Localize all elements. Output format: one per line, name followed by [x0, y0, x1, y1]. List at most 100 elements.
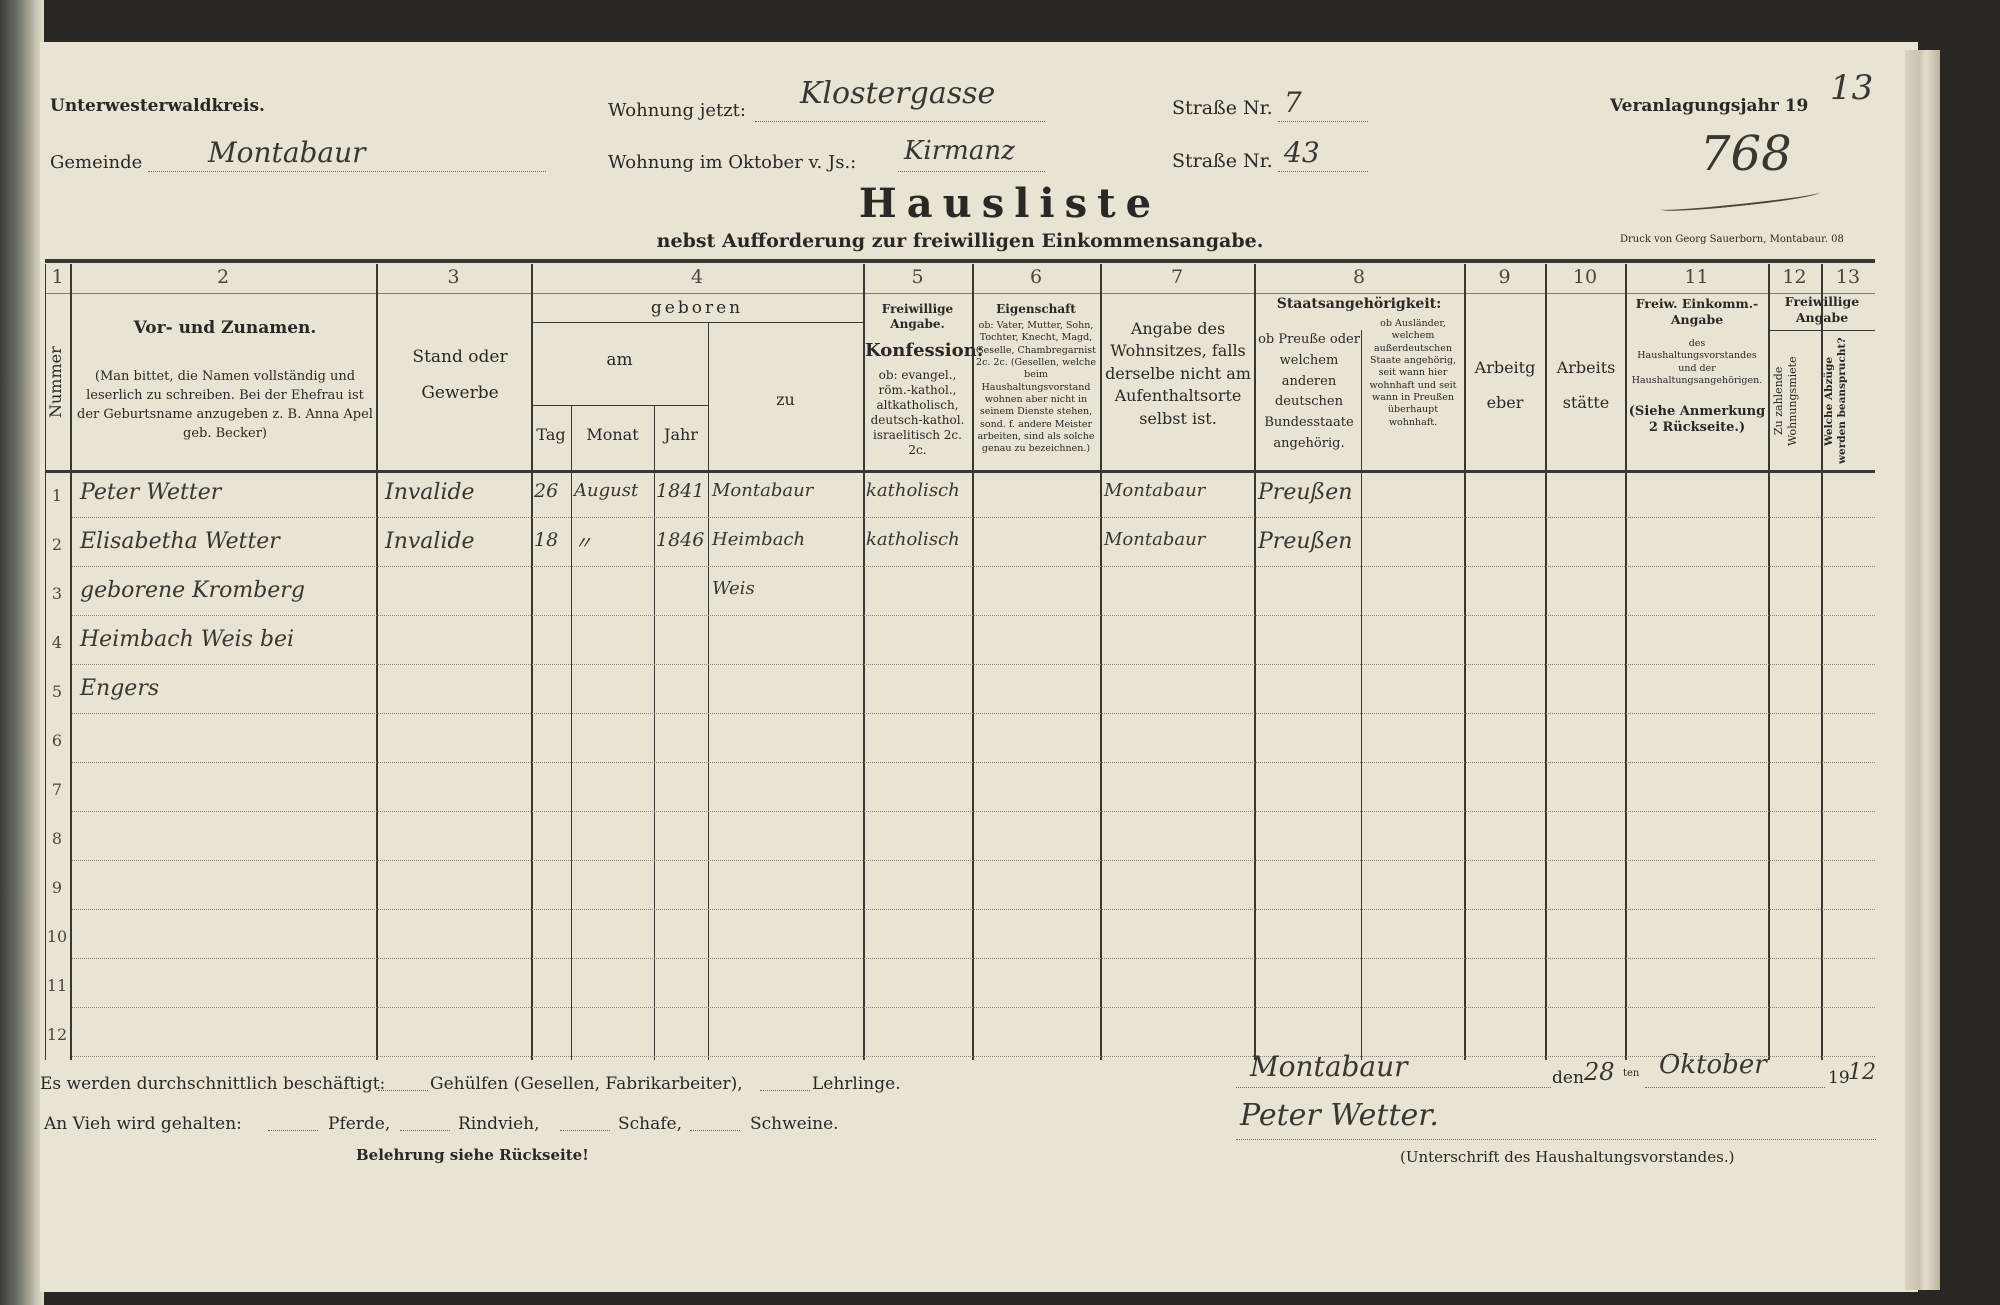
column-divider [972, 264, 974, 1060]
row-number: 3 [51, 584, 63, 603]
column-divider [376, 264, 378, 1060]
book-binding [0, 0, 44, 1305]
column-divider [708, 322, 709, 1060]
cell-name: Elisabetha Wetter [80, 529, 280, 554]
printer-note: Druck von Georg Sauerborn, Montabaur. 08 [1620, 234, 1844, 245]
column-divider [1464, 264, 1466, 1060]
cell-jahr: 1846 [656, 529, 705, 551]
document-page [40, 42, 1918, 1292]
column-number: 2 [216, 266, 230, 288]
header-miete: Zu zahlende Wohnungsmiete [1772, 356, 1799, 446]
header-geboren: geboren [650, 298, 744, 318]
cell-staat: Preußen [1258, 480, 1353, 505]
row-number: 8 [51, 829, 63, 848]
cell-ort: Montabaur [712, 480, 814, 501]
row-separator [72, 517, 1875, 518]
header-tag: Tag [536, 425, 566, 444]
header-freiwillige-title: Freiwillige Angabe [1784, 294, 1860, 325]
pferde-field[interactable] [268, 1130, 318, 1131]
wohnung-jetzt-label: Wohnung jetzt: [608, 100, 746, 121]
column-divider [1821, 264, 1823, 1060]
rindvieh-field[interactable] [400, 1130, 450, 1131]
pferde-label: Pferde, [328, 1114, 391, 1134]
header-wohnsitz: Angabe des Wohnsitzes, falls derselbe ni… [1105, 319, 1251, 428]
schafe-label: Schafe, [618, 1114, 683, 1134]
header-konfession-title: Freiwillige Angabe. [881, 302, 954, 331]
ten-label: ten [1623, 1068, 1640, 1079]
row-separator [72, 762, 1875, 763]
header-arbeitsstaette: Arbeitsstätte [1556, 358, 1616, 413]
row-number: 12 [46, 1025, 68, 1044]
row-separator [72, 713, 1875, 714]
rindvieh-label: Rindvieh, [458, 1114, 540, 1134]
column-number: 11 [1684, 266, 1709, 288]
gehuelfen-label: Gehülfen (Gesellen, Fabrikarbeiter), [430, 1074, 743, 1094]
strasse1-label: Straße Nr. [1172, 97, 1273, 119]
cell-name: Peter Wetter [80, 480, 222, 505]
column-number: 1 [51, 266, 64, 288]
header-zu: zu [776, 390, 795, 409]
header-nummer: Nummer [46, 346, 65, 419]
row-separator [72, 860, 1875, 861]
gehuelfen-field[interactable] [378, 1090, 428, 1091]
cell-monat: 〃 [574, 533, 592, 554]
wohnung-oktober-label: Wohnung im Oktober v. Js.: [608, 152, 857, 173]
beschaeftigt-label: Es werden durchschnittlich beschäftigt: [40, 1074, 386, 1094]
column-number-rule [45, 293, 1875, 294]
header-stand: Stand oder Gewerbe [412, 347, 508, 403]
row-separator [72, 958, 1875, 959]
page-edges [1905, 50, 1940, 1290]
column-divider [1625, 264, 1627, 1060]
header-staat-auslaender: ob Ausländer, welchem außerdeutschen Sta… [1369, 318, 1457, 428]
schweine-field[interactable] [690, 1130, 740, 1131]
column-number: 13 [1835, 266, 1861, 288]
freiwillige-rule [1768, 330, 1875, 331]
column-divider [1100, 264, 1102, 1060]
veranlagungsjahr-value: 13 [1830, 68, 1874, 108]
header-konfession: Konfession: [865, 340, 984, 361]
lehrlinge-field[interactable] [760, 1090, 810, 1091]
column-number: 12 [1782, 266, 1807, 288]
cell-stand: Invalide [385, 480, 475, 505]
wohnung-jetzt-value: Klostergasse [755, 76, 1045, 122]
row-number: 4 [51, 633, 63, 652]
row-number: 2 [51, 535, 63, 554]
header-names-note: (Man bittet, die Namen vollständig und l… [77, 369, 373, 441]
document-subtitle: nebst Aufforderung zur freiwilligen Eink… [656, 230, 1264, 252]
gemeinde-label: Gemeinde [50, 152, 143, 173]
gemeinde-value: Montabaur [148, 136, 546, 172]
list-number: 768 [1700, 126, 1792, 182]
column-number: 10 [1572, 266, 1598, 288]
row-number: 9 [51, 878, 63, 897]
header-einkommen-ref: (Siehe Anmerkung 2 Rückseite.) [1628, 404, 1766, 436]
column-divider [1361, 330, 1362, 1060]
cell-wohnsitz: Montabaur [1104, 529, 1206, 550]
den-label: den [1552, 1068, 1584, 1088]
row-separator [72, 1007, 1875, 1008]
header-bottom-rule [45, 470, 1875, 473]
strasse1-value: 7 [1278, 86, 1368, 122]
cell-name: geborene Kromberg [80, 578, 305, 603]
column-divider [45, 264, 46, 1060]
row-number: 1 [51, 486, 63, 505]
vieh-label: An Vieh wird gehalten: [44, 1114, 242, 1134]
header-jahr: Jahr [664, 425, 698, 444]
cell-ort: Heimbach [712, 529, 806, 550]
schafe-field[interactable] [560, 1130, 610, 1131]
schweine-label: Schweine. [750, 1114, 839, 1134]
geboren-rule [531, 322, 863, 323]
column-number: 6 [1029, 266, 1043, 288]
column-number: 5 [911, 266, 924, 288]
header-abzuege: Welche Abzüge werden beansprucht? [1823, 337, 1849, 465]
column-number: 7 [1170, 266, 1184, 288]
year-printed: 19 [1828, 1068, 1850, 1088]
place-field: Montabaur [1236, 1050, 1551, 1088]
header-names-title: Vor- und Zunamen. [133, 318, 317, 338]
row-number: 10 [46, 927, 68, 946]
header-arbeitgeber: Arbeitgeber [1474, 358, 1536, 413]
header-am: am [606, 350, 633, 370]
header-staat-title: Staatsangehörigkeit: [1276, 296, 1442, 312]
cell-jahr: 1841 [656, 480, 705, 502]
column-number: 8 [1352, 266, 1366, 288]
row-separator [72, 566, 1875, 567]
